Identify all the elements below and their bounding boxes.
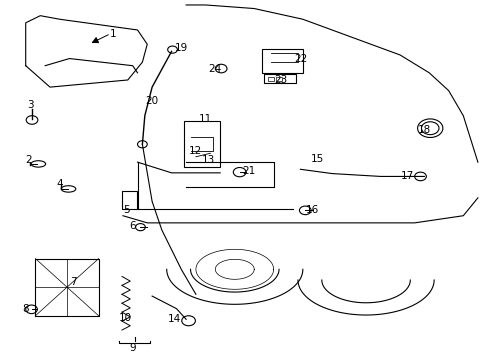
Bar	[261, 49, 302, 73]
Text: 16: 16	[305, 205, 319, 215]
Text: 8: 8	[22, 303, 29, 314]
Bar	[264, 74, 295, 83]
Text: 4: 4	[56, 179, 63, 189]
Text: 13: 13	[201, 156, 214, 165]
Text: 10: 10	[119, 312, 132, 323]
Text: 18: 18	[417, 125, 430, 135]
Text: 6: 6	[129, 221, 136, 231]
Text: 3: 3	[27, 100, 34, 110]
Text: 5: 5	[123, 205, 130, 215]
Text: 12: 12	[189, 147, 202, 157]
Bar	[122, 191, 136, 208]
Bar	[276, 77, 282, 81]
Text: 11: 11	[199, 114, 212, 124]
Text: 7: 7	[70, 277, 77, 287]
Text: 9: 9	[129, 343, 136, 353]
Bar	[267, 77, 273, 81]
Text: 21: 21	[242, 166, 255, 176]
Text: 14: 14	[167, 314, 180, 324]
Text: 15: 15	[310, 154, 324, 163]
Text: 24: 24	[208, 64, 222, 74]
Text: 20: 20	[145, 96, 158, 107]
Text: 22: 22	[293, 54, 306, 64]
Text: 17: 17	[400, 171, 413, 181]
Bar	[183, 121, 220, 167]
Text: 2: 2	[25, 156, 31, 165]
Text: 19: 19	[174, 43, 187, 53]
Text: 23: 23	[274, 75, 287, 85]
Text: 1: 1	[110, 28, 116, 39]
